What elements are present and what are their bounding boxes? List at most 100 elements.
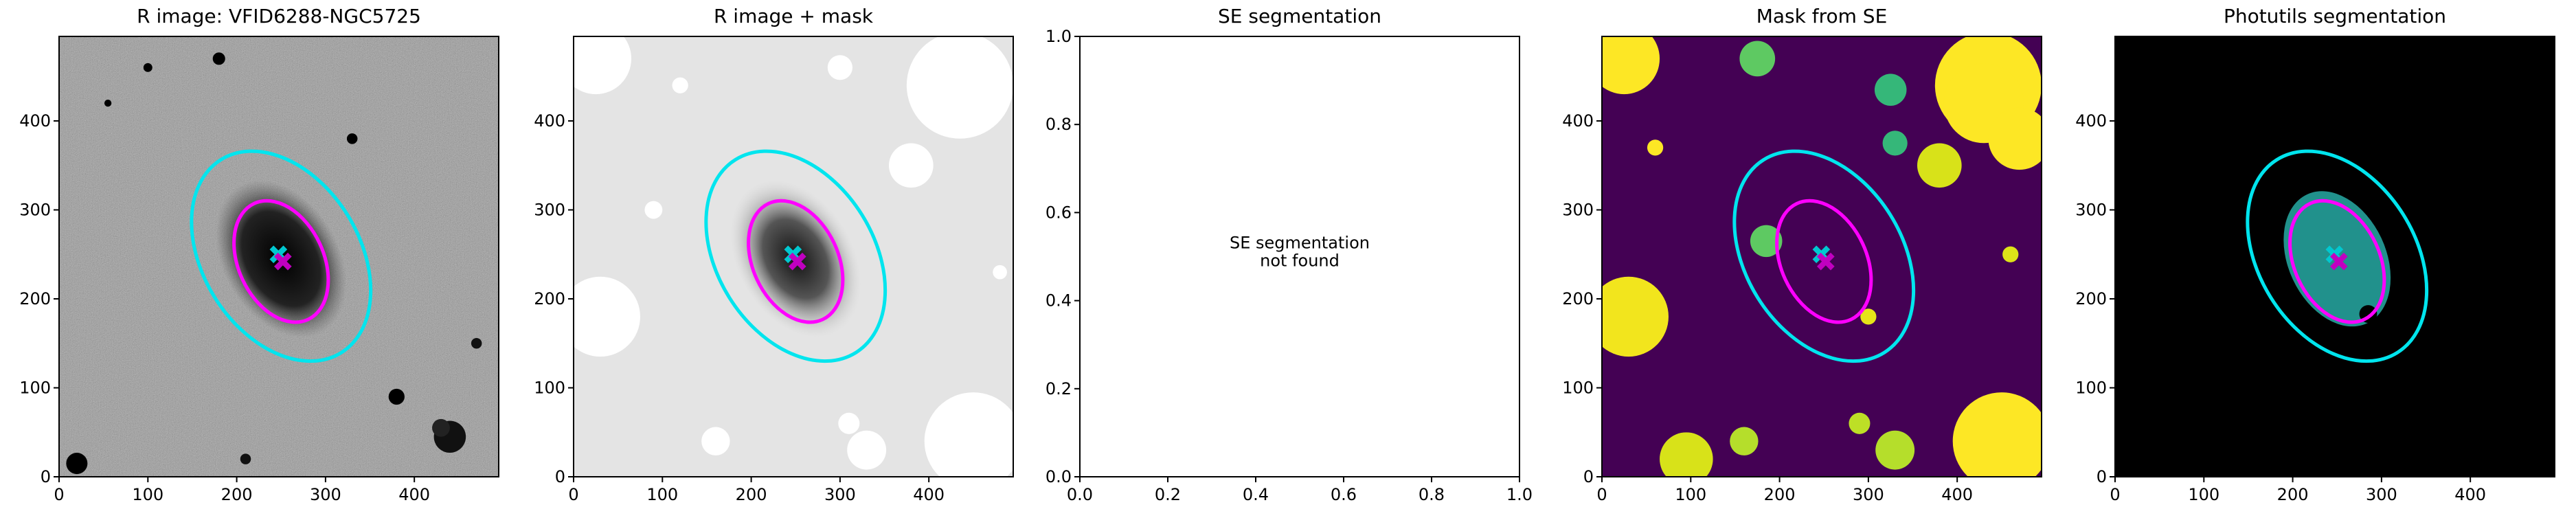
mask-spot (672, 77, 688, 93)
x-tick-label: 1.0 (1506, 485, 1533, 504)
image (1602, 36, 2042, 477)
mask-spot (432, 418, 450, 437)
center-marker (788, 252, 806, 271)
y-tick-label: 400 (1562, 111, 1594, 131)
x-tick-label: 400 (1941, 485, 1973, 504)
mask-spot (574, 36, 632, 95)
mask-spot (924, 392, 1013, 477)
y-tick-label: 0.4 (1046, 291, 1072, 311)
x-tick-label: 100 (1675, 485, 1706, 504)
x-tick-label: 200 (221, 485, 253, 504)
panel-title: Photutils segmentation (2224, 5, 2446, 27)
mask-spot (1660, 432, 1713, 477)
y-tick-label: 400 (19, 111, 51, 131)
x-tick-label: 400 (913, 485, 945, 504)
y-tick-label: 300 (19, 201, 51, 220)
y-tick-label: 200 (2075, 289, 2107, 308)
aperture-ellipse (2246, 149, 2429, 363)
mask-spot (1730, 427, 1759, 455)
annotation-line: not found (1260, 251, 1340, 271)
mask-spot (838, 412, 860, 434)
axes-frame (573, 36, 1014, 477)
mask-spot (1917, 143, 1962, 188)
y-tick-label: 100 (1562, 379, 1594, 398)
mask-spot (1750, 225, 1783, 258)
aperture-ellipse (1732, 149, 1916, 363)
mask-spot (906, 36, 1013, 139)
y-tick-label: 200 (1562, 289, 1594, 308)
aperture-ellipse (190, 149, 373, 363)
x-tick-label: 200 (1764, 485, 1796, 504)
annotation-line: SE segmentation (1230, 234, 1370, 253)
y-tick-label: 0 (2097, 467, 2107, 486)
annotation: SE segmentation not found (1230, 234, 1370, 271)
x-tick-label: 0.4 (1243, 485, 1269, 504)
x-tick-label: 300 (824, 485, 856, 504)
mask-spot (143, 63, 152, 72)
x-tick-label: 200 (2277, 485, 2309, 504)
y-tick-label: 0.8 (1046, 115, 1072, 134)
panel-title: Mask from SE (1756, 5, 1888, 27)
x-tick-label: 400 (2454, 485, 2486, 504)
mask-spot (104, 99, 112, 107)
mask-spot (346, 133, 358, 144)
x-tick-label: 0.2 (1155, 485, 1181, 504)
panel-title: R image: VFID6288-NGC5725 (137, 5, 421, 27)
y-tick-label: 300 (2075, 201, 2107, 220)
y-tick-label: 400 (2075, 111, 2107, 131)
mask-spot (240, 453, 251, 464)
y-tick-label: 100 (19, 379, 51, 398)
x-tick-label: 0 (54, 485, 64, 504)
x-tick-label: 300 (310, 485, 341, 504)
x-tick-label: 400 (398, 485, 430, 504)
mask-spot (993, 264, 1007, 280)
aperture-ellipse (704, 149, 888, 363)
y-tick-label: 100 (2075, 379, 2107, 398)
mask-spot (888, 143, 934, 188)
x-tick-label: 200 (736, 485, 767, 504)
center-marker (1816, 252, 1835, 271)
panel: Photutils segmentation 0 100 200 300 400 0 100 2… (2075, 5, 2555, 504)
x-tick-label: 0 (568, 485, 578, 504)
y-tick-label: 300 (534, 201, 565, 220)
y-tick-label: 300 (1562, 201, 1594, 220)
mask-spot (827, 55, 852, 80)
mask-spot (66, 453, 88, 475)
mask-spot (701, 427, 730, 455)
aperture-ellipse (1775, 199, 1873, 324)
mask-spot (212, 52, 225, 65)
panel-title: R image + mask (714, 5, 874, 27)
x-tick-label: 300 (1853, 485, 1884, 504)
aperture-ellipse (2288, 199, 2386, 324)
axes-frame (58, 36, 499, 477)
mask-spot (1602, 276, 1669, 357)
axes-frame (2114, 36, 2555, 477)
mask-spot (847, 430, 887, 470)
mask-spot (1739, 41, 1776, 77)
mask-spot (1875, 430, 1915, 470)
panel: R image: VFID6288-NGC5725 0 100 200 300 400 0 1… (19, 5, 499, 504)
x-tick-label: 300 (2366, 485, 2397, 504)
y-tick-label: 400 (534, 111, 565, 131)
y-tick-label: 0 (41, 467, 51, 486)
y-tick-label: 0.6 (1046, 203, 1072, 222)
panel-title: SE segmentation (1218, 5, 1381, 27)
x-tick-label: 0 (2110, 485, 2120, 504)
x-tick-label: 0.6 (1331, 485, 1357, 504)
panel: R image + mask 0 100 200 300 400 0 100 200 300 400 (534, 5, 1014, 504)
axes-frame (1079, 36, 1520, 477)
mask-spot (1849, 412, 1871, 434)
mask-spot (2002, 246, 2019, 262)
y-tick-label: 0 (555, 467, 565, 486)
mask-spot (1952, 392, 2042, 477)
mask-spot (644, 201, 663, 219)
y-tick-label: 0 (1583, 467, 1594, 486)
mask-spot (1647, 139, 1664, 156)
mask-spot (1860, 308, 1877, 325)
x-tick-label: 0.8 (1419, 485, 1445, 504)
aperture-ellipse (232, 199, 330, 324)
mask-spot (1882, 131, 1908, 156)
x-tick-label: 0 (1596, 485, 1607, 504)
aperture-ellipse (747, 199, 845, 324)
